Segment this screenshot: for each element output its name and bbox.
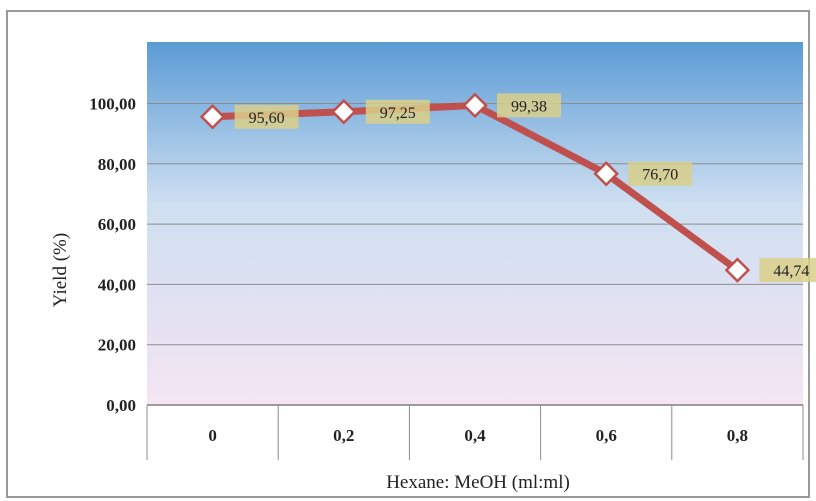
- y-tick-label: 80,00: [98, 155, 136, 174]
- y-axis-title: Yield (%): [50, 233, 71, 307]
- x-tick-label: 0,6: [596, 426, 617, 445]
- data-point-marker: [331, 99, 357, 125]
- data-point-marker: [462, 92, 488, 119]
- data-label-bg: [759, 258, 816, 283]
- data-point-marker: [593, 160, 619, 187]
- x-tick-label: 0,2: [333, 426, 354, 445]
- data-labels: 95,60 97,25 99,38 76,70 44,74: [234, 93, 816, 283]
- series-line: [199, 92, 751, 283]
- x-tick-label: 0,4: [464, 426, 486, 445]
- data-label: 95,60: [249, 110, 285, 127]
- data-label: 44,74: [773, 263, 809, 280]
- y-axis-ticks: 0,00 20,00 40,00 60,00 80,00 100,00: [89, 95, 136, 416]
- x-tick-label: 0,8: [727, 426, 748, 445]
- data-label: 76,70: [642, 167, 678, 184]
- y-tick-label: 60,00: [98, 215, 136, 234]
- data-point-marker: [199, 103, 226, 130]
- data-label-bg: [234, 104, 299, 129]
- data-label: 97,25: [380, 105, 416, 122]
- data-label-bg: [497, 93, 561, 118]
- x-tick-label: 0: [208, 426, 217, 445]
- y-tick-label: 0,00: [106, 396, 136, 415]
- x-axis-title: Hexane: MeOH (ml:ml): [386, 472, 570, 493]
- y-tick-label: 20,00: [98, 336, 136, 355]
- data-label-bg: [365, 99, 430, 124]
- data-label: 99,38: [511, 98, 547, 115]
- y-tick-label: 40,00: [98, 275, 136, 294]
- x-axis-ticks: 0 0,2 0,4 0,6 0,8: [208, 426, 748, 445]
- y-tick-label: 100,00: [89, 95, 136, 114]
- data-label-bg: [628, 161, 693, 186]
- data-point-marker: [724, 257, 751, 283]
